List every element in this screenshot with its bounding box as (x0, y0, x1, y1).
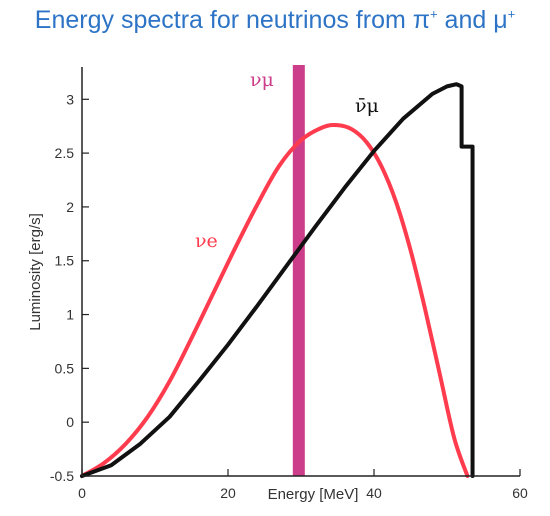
chart-title-middle: and μ (437, 6, 508, 34)
chart-title: Energy spectra for neutrinos from π+ and… (0, 6, 550, 35)
annotation-nu-mu-bar: ν̄μ (355, 95, 379, 117)
annotation-nu-mu: νμ (250, 69, 274, 91)
band-0 (292, 65, 305, 476)
chart-title-text: Energy spectra for neutrinos from π (34, 6, 430, 34)
y-tick-label-6: 2.5 (55, 145, 75, 161)
y-tick-label-3: 1 (66, 307, 74, 323)
ticks-layer: -0.500.511.522.530 20 40 60 (50, 91, 528, 501)
y-tick-label-5: 2 (66, 199, 74, 215)
series-line-0 (80, 122, 470, 478)
series-layer (80, 82, 475, 478)
x-tick-label-3: 60 (512, 485, 528, 501)
chart-title-sup2: + (507, 6, 516, 22)
series-line-1 (80, 82, 475, 478)
y-tick-label-0: -0.5 (50, 468, 74, 484)
y-tick-label-4: 1.5 (55, 253, 75, 269)
y-axis-label: Luminosity [erg/s] (27, 213, 44, 331)
y-tick-label-7: 3 (66, 91, 74, 107)
x-tick-label-2: 40 (366, 485, 382, 501)
bands-layer (292, 65, 305, 476)
x-axis-label: Energy [MeV] (268, 486, 359, 503)
y-tick-label-2: 0.5 (55, 360, 75, 376)
x-tick-label-0: 0 (78, 485, 86, 501)
y-tick-label-1: 0 (66, 414, 74, 430)
annotation-nu-e: νe (195, 230, 218, 252)
chart-title-sup1: + (430, 6, 438, 22)
axes-layer (81, 67, 520, 477)
x-tick-label-1: 20 (220, 485, 236, 501)
